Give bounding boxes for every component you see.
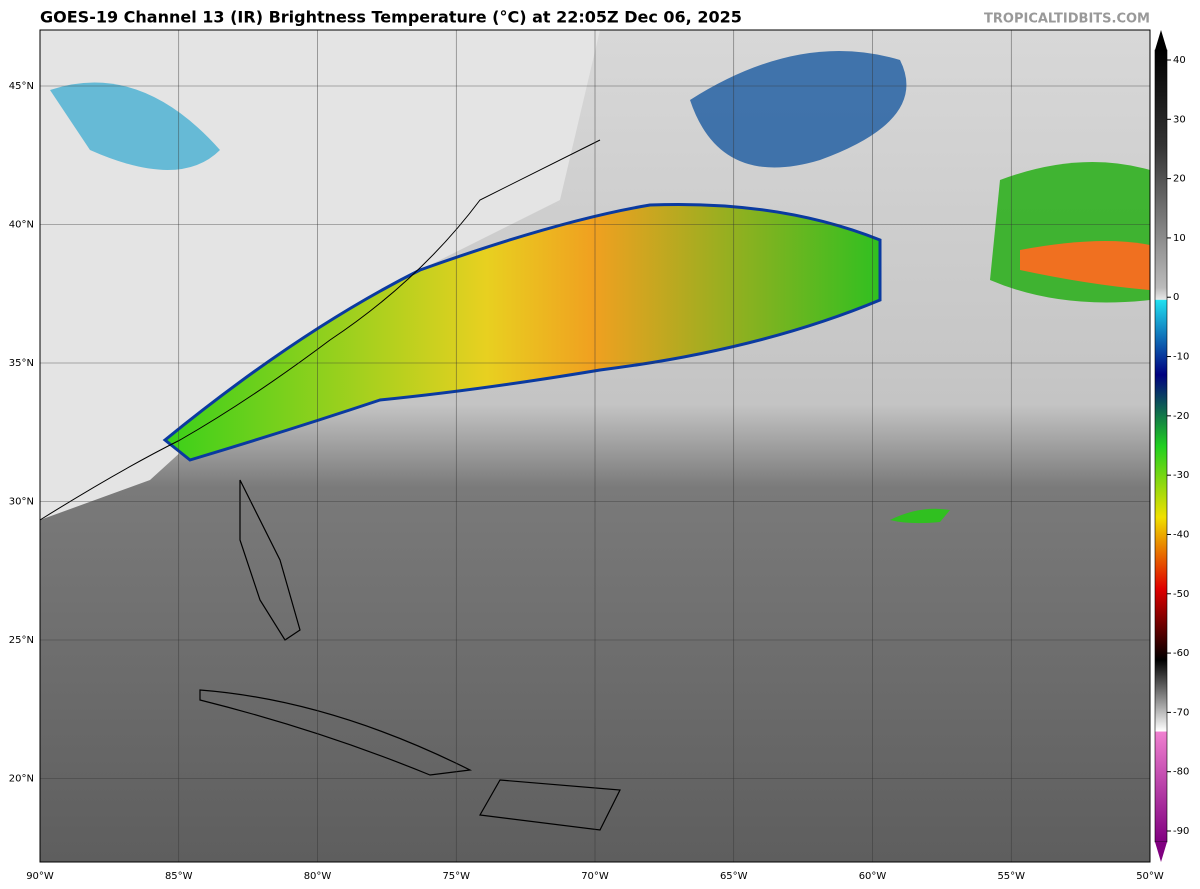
colorbar xyxy=(1154,49,1168,843)
lon-label: 50°W xyxy=(1136,871,1164,882)
title: GOES-19 Channel 13 (IR) Brightness Tempe… xyxy=(40,8,742,27)
cloud xyxy=(50,82,220,170)
colorbar-tick-label: 40 xyxy=(1173,55,1186,66)
map xyxy=(39,29,1151,863)
lon-label: 65°W xyxy=(720,871,748,882)
colorbar-tick-label: -60 xyxy=(1173,648,1189,659)
coastline xyxy=(39,139,601,521)
lat-label: 35°N xyxy=(9,358,34,369)
colorbar-tick-label: 0 xyxy=(1173,292,1179,303)
cloud xyxy=(890,508,950,524)
cloud xyxy=(1020,241,1150,290)
lat-label: 20°N xyxy=(9,774,34,785)
colorbar-tick-label: 10 xyxy=(1173,233,1186,244)
colorbar-tick-label: -80 xyxy=(1173,767,1189,778)
lon-label: 70°W xyxy=(581,871,609,882)
lat-label: 40°N xyxy=(9,220,34,231)
lat-label: 30°N xyxy=(9,497,34,508)
lon-label: 60°W xyxy=(859,871,887,882)
colorbar-tick-label: -20 xyxy=(1173,411,1189,422)
credit: TROPICALTIDBITS.COM xyxy=(984,12,1150,27)
colorbar-tick-label: -10 xyxy=(1173,352,1189,363)
colorbar-tick-label: -90 xyxy=(1173,826,1189,837)
lat-label: 25°N xyxy=(9,635,34,646)
colorbar-tick-label: -40 xyxy=(1173,529,1189,540)
lon-label: 90°W xyxy=(26,871,54,882)
colorbar-tick-label: 30 xyxy=(1173,114,1186,125)
lon-label: 80°W xyxy=(304,871,332,882)
lon-label: 85°W xyxy=(165,871,193,882)
colorbar-tick-label: -50 xyxy=(1173,589,1189,600)
cloud xyxy=(690,51,907,168)
colorbar-tick-label: -30 xyxy=(1173,470,1189,481)
lat-label: 45°N xyxy=(9,81,34,92)
colorbar-arrow xyxy=(1155,842,1167,862)
lon-label: 55°W xyxy=(997,871,1025,882)
map-frame xyxy=(39,29,1151,863)
colorbar-arrow xyxy=(1155,30,1167,50)
colorbar-tick-label: 20 xyxy=(1173,174,1186,185)
lon-label: 75°W xyxy=(442,871,470,882)
colorbar-tick-label: -70 xyxy=(1173,707,1189,718)
